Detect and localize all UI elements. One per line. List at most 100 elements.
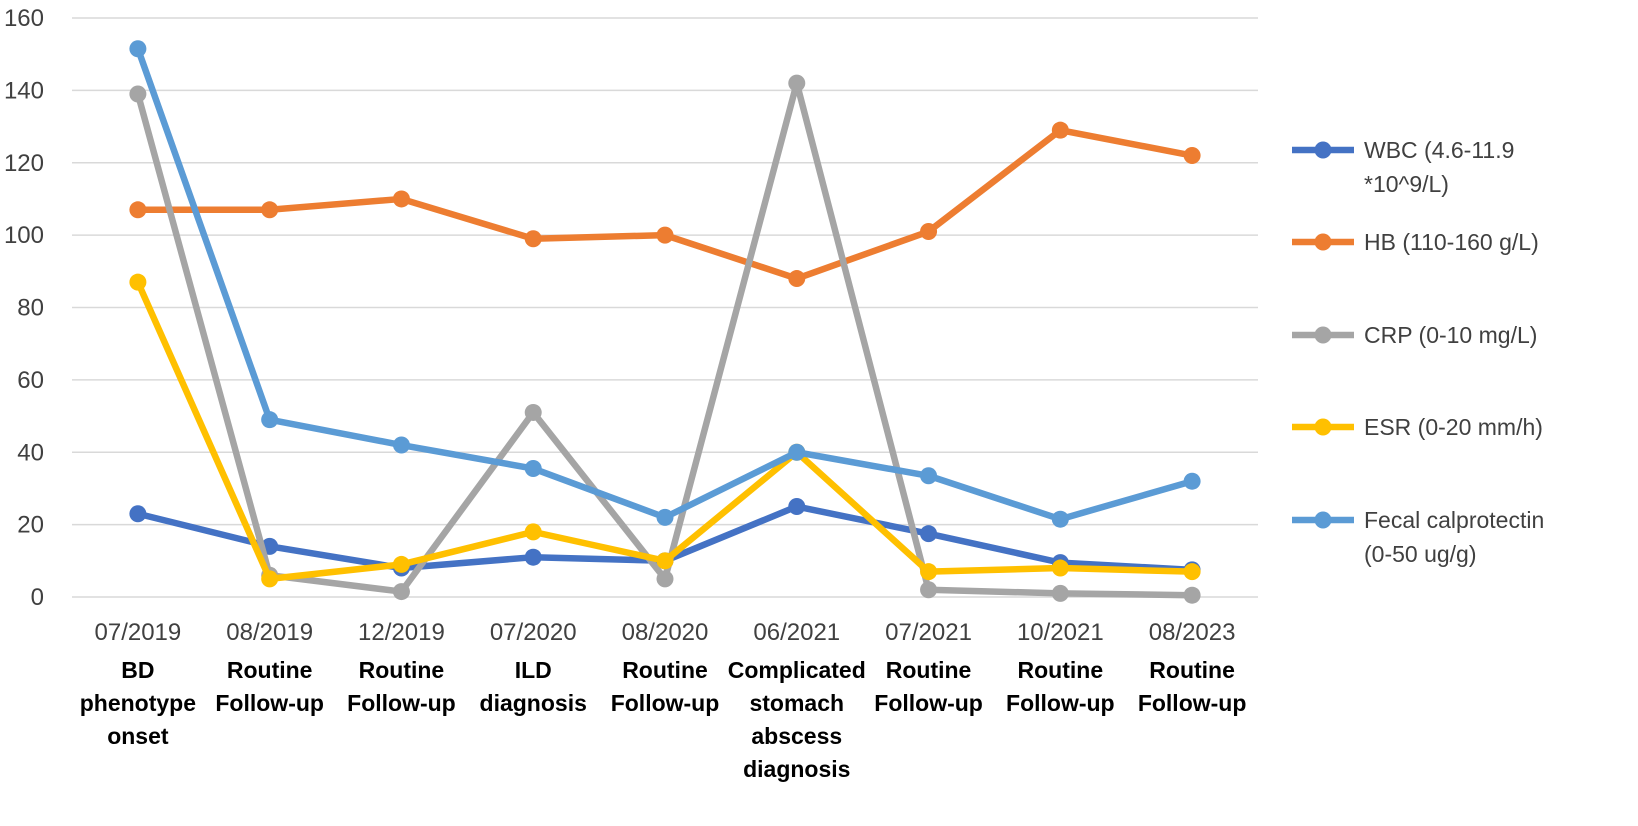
y-axis-ticks: 0 20 40 60 80 100 120 140 160	[4, 5, 44, 611]
x-tick-date: 08/2023	[1149, 619, 1236, 646]
legend-swatch-marker	[1314, 418, 1332, 436]
data-point	[788, 443, 806, 461]
data-point	[788, 498, 806, 516]
legend-label: WBC (4.6-11.9	[1364, 137, 1514, 163]
data-point	[920, 467, 938, 485]
x-tick-event: Follow-up	[347, 690, 456, 716]
legend-item: ESR (0-20 mm/h)	[1292, 414, 1543, 440]
data-point	[656, 552, 674, 570]
x-tick-event: Follow-up	[215, 690, 324, 716]
series-1	[129, 121, 1201, 288]
x-axis-categories: 07/2019 BD phenotype onset 08/2019 Routine Fol…	[80, 619, 1247, 782]
legend-swatch-marker	[1314, 511, 1332, 529]
x-tick-event: stomach	[749, 690, 844, 716]
x-tick-event: phenotype	[80, 690, 196, 716]
legend-swatch-marker	[1314, 233, 1332, 251]
y-tick-label: 40	[17, 439, 44, 466]
data-point	[129, 273, 147, 291]
data-point	[656, 226, 674, 244]
x-tick-event: abscess	[751, 723, 842, 749]
legend-label: CRP (0-10 mg/L)	[1364, 322, 1537, 348]
x-tick-event: Follow-up	[1138, 690, 1247, 716]
x-tick-date: 07/2021	[885, 619, 972, 646]
x-tick-event: onset	[107, 723, 169, 749]
data-point	[261, 570, 279, 588]
x-tick-event: diagnosis	[480, 690, 587, 716]
x-tick-date: 10/2021	[1017, 619, 1104, 646]
y-tick-label: 140	[4, 77, 44, 104]
data-point	[1051, 121, 1069, 139]
data-point	[129, 40, 147, 58]
x-tick-date: 12/2019	[358, 619, 445, 646]
data-point	[1051, 510, 1069, 528]
legend-label: *10^9/L)	[1364, 171, 1449, 197]
x-tick-event: Follow-up	[1006, 690, 1115, 716]
data-point	[920, 563, 938, 581]
x-tick-event: Routine	[886, 657, 972, 683]
data-point	[656, 570, 674, 588]
data-point	[920, 525, 938, 543]
series-line	[134, 278, 1196, 583]
y-tick-label: 60	[17, 367, 44, 394]
data-point	[129, 505, 147, 523]
series-3	[129, 273, 1201, 588]
x-tick-event: BD	[121, 657, 154, 683]
data-point	[1051, 584, 1069, 602]
data-point	[1183, 147, 1201, 165]
data-point	[524, 548, 542, 566]
legend-label: (0-50 ug/g)	[1364, 541, 1477, 567]
x-tick-date: 06/2021	[753, 619, 840, 646]
data-point	[129, 201, 147, 219]
x-tick-event: Routine	[1149, 657, 1235, 683]
y-tick-label: 0	[31, 584, 44, 611]
data-point	[920, 581, 938, 599]
legend-swatch-marker	[1314, 326, 1332, 344]
x-tick-event: Follow-up	[611, 690, 720, 716]
legend-swatch-marker	[1314, 141, 1332, 159]
x-tick-event: Follow-up	[874, 690, 983, 716]
data-point	[392, 190, 410, 208]
x-tick-date: 07/2019	[95, 619, 182, 646]
x-tick-date: 07/2020	[490, 619, 577, 646]
y-tick-label: 120	[4, 150, 44, 177]
series-line	[134, 45, 1196, 523]
data-point	[524, 403, 542, 421]
data-point	[524, 230, 542, 248]
y-tick-label: 80	[17, 295, 44, 322]
x-tick-date: 08/2019	[226, 619, 313, 646]
data-point	[524, 460, 542, 478]
data-point	[1051, 559, 1069, 577]
x-tick-date: 08/2020	[622, 619, 709, 646]
legend-item: HB (110-160 g/L)	[1292, 229, 1539, 255]
data-point	[1183, 563, 1201, 581]
data-point	[261, 201, 279, 219]
data-point	[392, 555, 410, 573]
series-4	[129, 40, 1201, 528]
y-tick-label: 20	[17, 512, 44, 539]
x-tick-event: ILD	[515, 657, 552, 683]
legend-label: Fecal calprotectin	[1364, 507, 1544, 533]
legend-label: HB (110-160 g/L)	[1364, 229, 1539, 255]
data-point	[392, 583, 410, 601]
legend-item: WBC (4.6-11.9 *10^9/L)	[1292, 137, 1514, 197]
y-tick-label: 100	[4, 222, 44, 249]
legend-item: Fecal calprotectin (0-50 ug/g)	[1292, 507, 1544, 567]
data-point	[920, 223, 938, 241]
x-tick-event: diagnosis	[743, 756, 850, 782]
legend: WBC (4.6-11.9 *10^9/L) HB (110-160 g/L) CRP…	[1292, 137, 1544, 567]
x-tick-event: Complicated	[728, 657, 866, 683]
data-point	[788, 270, 806, 288]
y-tick-label: 160	[4, 5, 44, 32]
x-tick-event: Routine	[359, 657, 445, 683]
legend-item: CRP (0-10 mg/L)	[1292, 322, 1537, 348]
data-point	[524, 523, 542, 541]
x-tick-event: Routine	[227, 657, 313, 683]
data-point	[392, 436, 410, 454]
data-point	[261, 411, 279, 429]
series-lines	[129, 40, 1201, 604]
data-point	[1183, 586, 1201, 604]
data-point	[129, 85, 147, 103]
x-tick-event: Routine	[622, 657, 708, 683]
series-line	[134, 126, 1196, 282]
